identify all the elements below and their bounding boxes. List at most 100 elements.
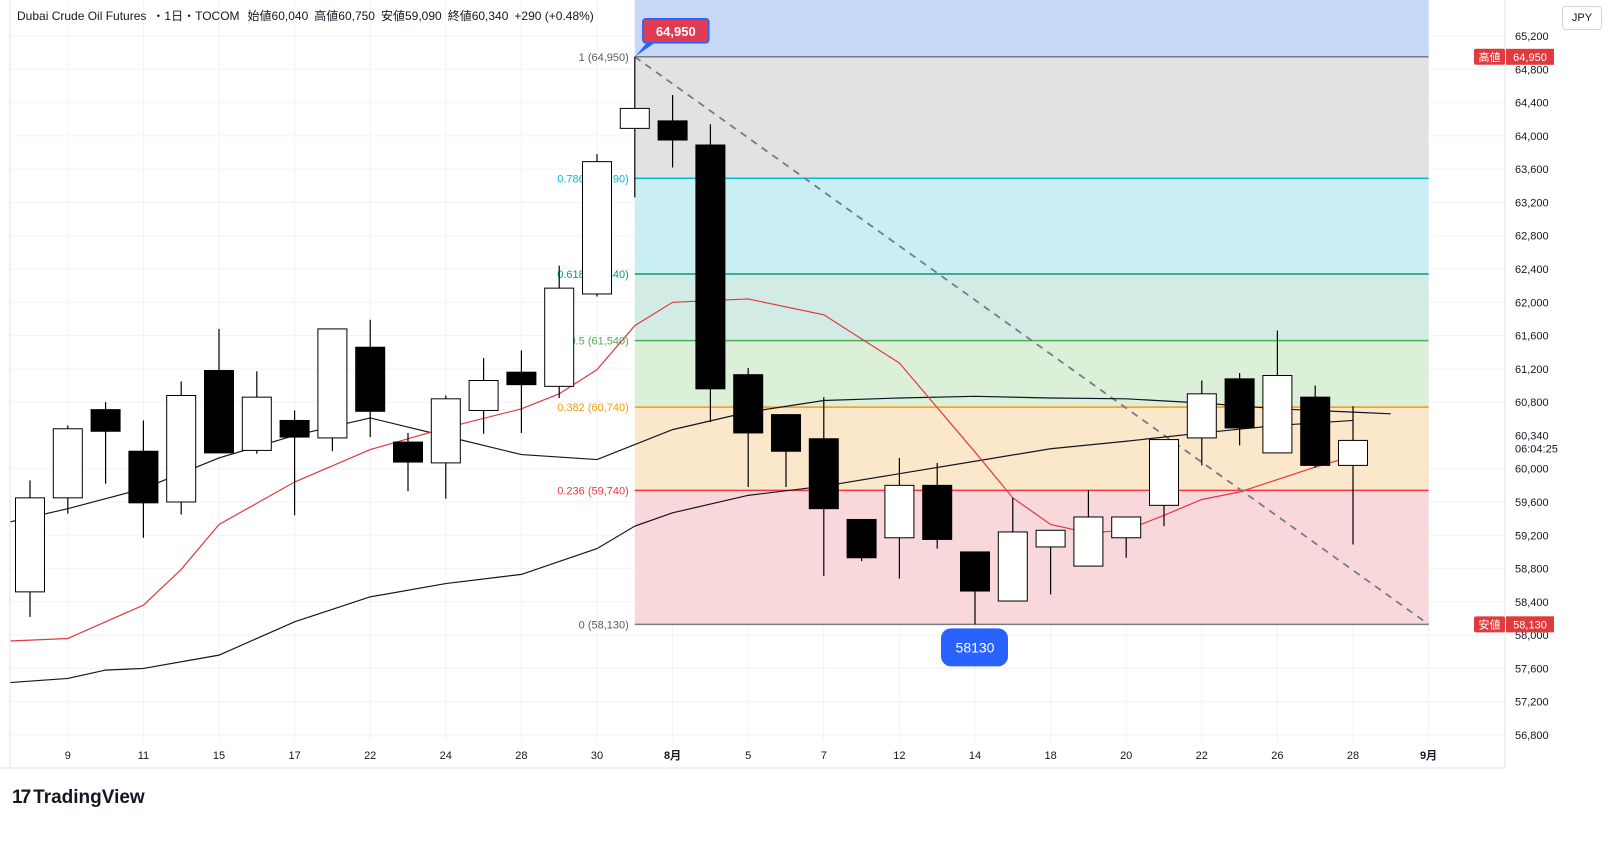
- price-axis-label: 60,000: [1515, 464, 1549, 476]
- time-axis-label: 14: [969, 750, 981, 762]
- candle: [506, 350, 537, 433]
- candle: [582, 154, 612, 297]
- badge-value: 64,950: [1513, 52, 1547, 64]
- fib-level-label: 0 (58,130): [579, 619, 629, 631]
- fib-zone: [634, 273, 1429, 341]
- candle: [808, 397, 839, 577]
- time-axis-label: 18: [1044, 750, 1056, 762]
- time-axis-label: 12: [893, 750, 905, 762]
- candle: [1224, 373, 1255, 446]
- price-axis-label: 61,600: [1515, 331, 1549, 343]
- price-axis-label: 64,000: [1515, 131, 1549, 143]
- fib-level-label: 0.236 (59,740): [557, 485, 629, 497]
- price-axis-label: 57,600: [1515, 663, 1549, 675]
- tradingview-logo[interactable]: 17 TradingView: [12, 787, 145, 809]
- candle-body-up: [884, 484, 915, 539]
- candle-body-down: [128, 450, 159, 504]
- ohlc-high-label: 高値: [314, 9, 339, 23]
- price-axis-label: 62,000: [1515, 297, 1549, 309]
- badge-value-bg: [1506, 616, 1554, 633]
- candle: [90, 402, 121, 484]
- candle-body-up: [1262, 375, 1293, 454]
- currency-button[interactable]: JPY: [1562, 6, 1602, 30]
- candle-body-up: [1338, 439, 1368, 466]
- candle: [657, 95, 688, 168]
- badge-label: 安値: [1479, 617, 1501, 631]
- time-axis-label: 28: [1347, 750, 1359, 762]
- candle-body-down: [808, 438, 839, 510]
- candle: [166, 381, 197, 515]
- candle-body-down: [204, 370, 234, 454]
- candle-body-up: [166, 394, 197, 503]
- last-price-value: 60,340: [1515, 430, 1549, 442]
- time-axis-label: 24: [440, 750, 452, 762]
- time-axis-label: 28: [515, 750, 527, 762]
- candle: [393, 432, 423, 492]
- candle-body-up: [1186, 393, 1217, 439]
- price-axis-label: 58,000: [1515, 630, 1549, 642]
- candle: [960, 551, 990, 625]
- high-price-callout: 64,950: [634, 18, 710, 57]
- time-axis-label: 7: [821, 750, 827, 762]
- badge-label: 高値: [1479, 50, 1501, 64]
- candle: [1262, 330, 1293, 454]
- candle: [1035, 529, 1066, 595]
- candle-body-up: [619, 107, 650, 129]
- time-axis-label: 9月: [1420, 749, 1437, 762]
- candle-body-up: [1111, 516, 1142, 539]
- price-axis: 56,800 57,200 57,600 58,000 58,400 58,800 59,2…: [1504, 0, 1549, 768]
- ohlc-change-value: +290 (+0.48%): [514, 9, 594, 23]
- candle-body-up: [544, 287, 575, 387]
- time-axis-label: 22: [364, 750, 376, 762]
- candle: [922, 462, 953, 549]
- ma-short-line: [9, 298, 1354, 642]
- ohlc-open-value: 60,040: [271, 9, 309, 23]
- candle: [1149, 439, 1179, 527]
- symbol-exchange: TOCOM: [195, 9, 240, 23]
- badge-label-bg: [1474, 48, 1505, 65]
- symbol-name[interactable]: Dubai Crude Oil Futures: [17, 9, 147, 23]
- ohlc-close-value: 60,340: [471, 9, 509, 23]
- candle-body-down: [1300, 396, 1331, 466]
- price-axis-label: 65,200: [1515, 31, 1549, 43]
- candle: [15, 480, 45, 617]
- candle: [544, 265, 575, 398]
- fib-retracement: 1 (64,950)0.786 (63,490)0.618 (62,340)0.…: [557, 0, 1430, 631]
- candle-body-down: [355, 346, 386, 412]
- price-axis-label: 62,800: [1515, 231, 1549, 243]
- time-axis-label: 9: [65, 750, 71, 762]
- symbol-interval: ・1日・: [152, 9, 196, 23]
- candle-body-down: [393, 441, 423, 463]
- candle-body-down: [657, 120, 688, 141]
- price-axis-label: 61,200: [1515, 364, 1549, 376]
- time-axis-label: 26: [1271, 750, 1283, 762]
- price-axis-badge: 高値 64,950: [1474, 48, 1554, 65]
- candle: [997, 497, 1028, 602]
- candle: [468, 358, 499, 434]
- candle-body-up: [15, 497, 45, 593]
- ohlc-close-label: 終値: [447, 9, 472, 23]
- time-axis-label: 17: [288, 750, 300, 762]
- callout-pointer: [634, 42, 655, 57]
- badge-value-bg: [1506, 48, 1554, 65]
- candle-body-down: [733, 374, 764, 434]
- time-axis-label: 30: [591, 750, 603, 762]
- fib-trendline: [634, 56, 1430, 626]
- candle: [1300, 385, 1331, 468]
- candle: [430, 395, 461, 499]
- candle-body-down: [90, 409, 121, 432]
- ohlc-low-label: 安値: [380, 9, 405, 23]
- fib-zone: [634, 178, 1429, 274]
- time-axis-label: 5: [745, 750, 751, 762]
- candle: [846, 518, 877, 562]
- candle-body-down: [846, 518, 877, 559]
- candle: [317, 328, 348, 452]
- candle: [1186, 380, 1217, 466]
- callout-text: 58130: [956, 639, 995, 655]
- ma-slow-line: [9, 419, 1354, 684]
- tradingview-logo-icon: 17: [12, 787, 31, 808]
- candle-body-up: [317, 328, 348, 439]
